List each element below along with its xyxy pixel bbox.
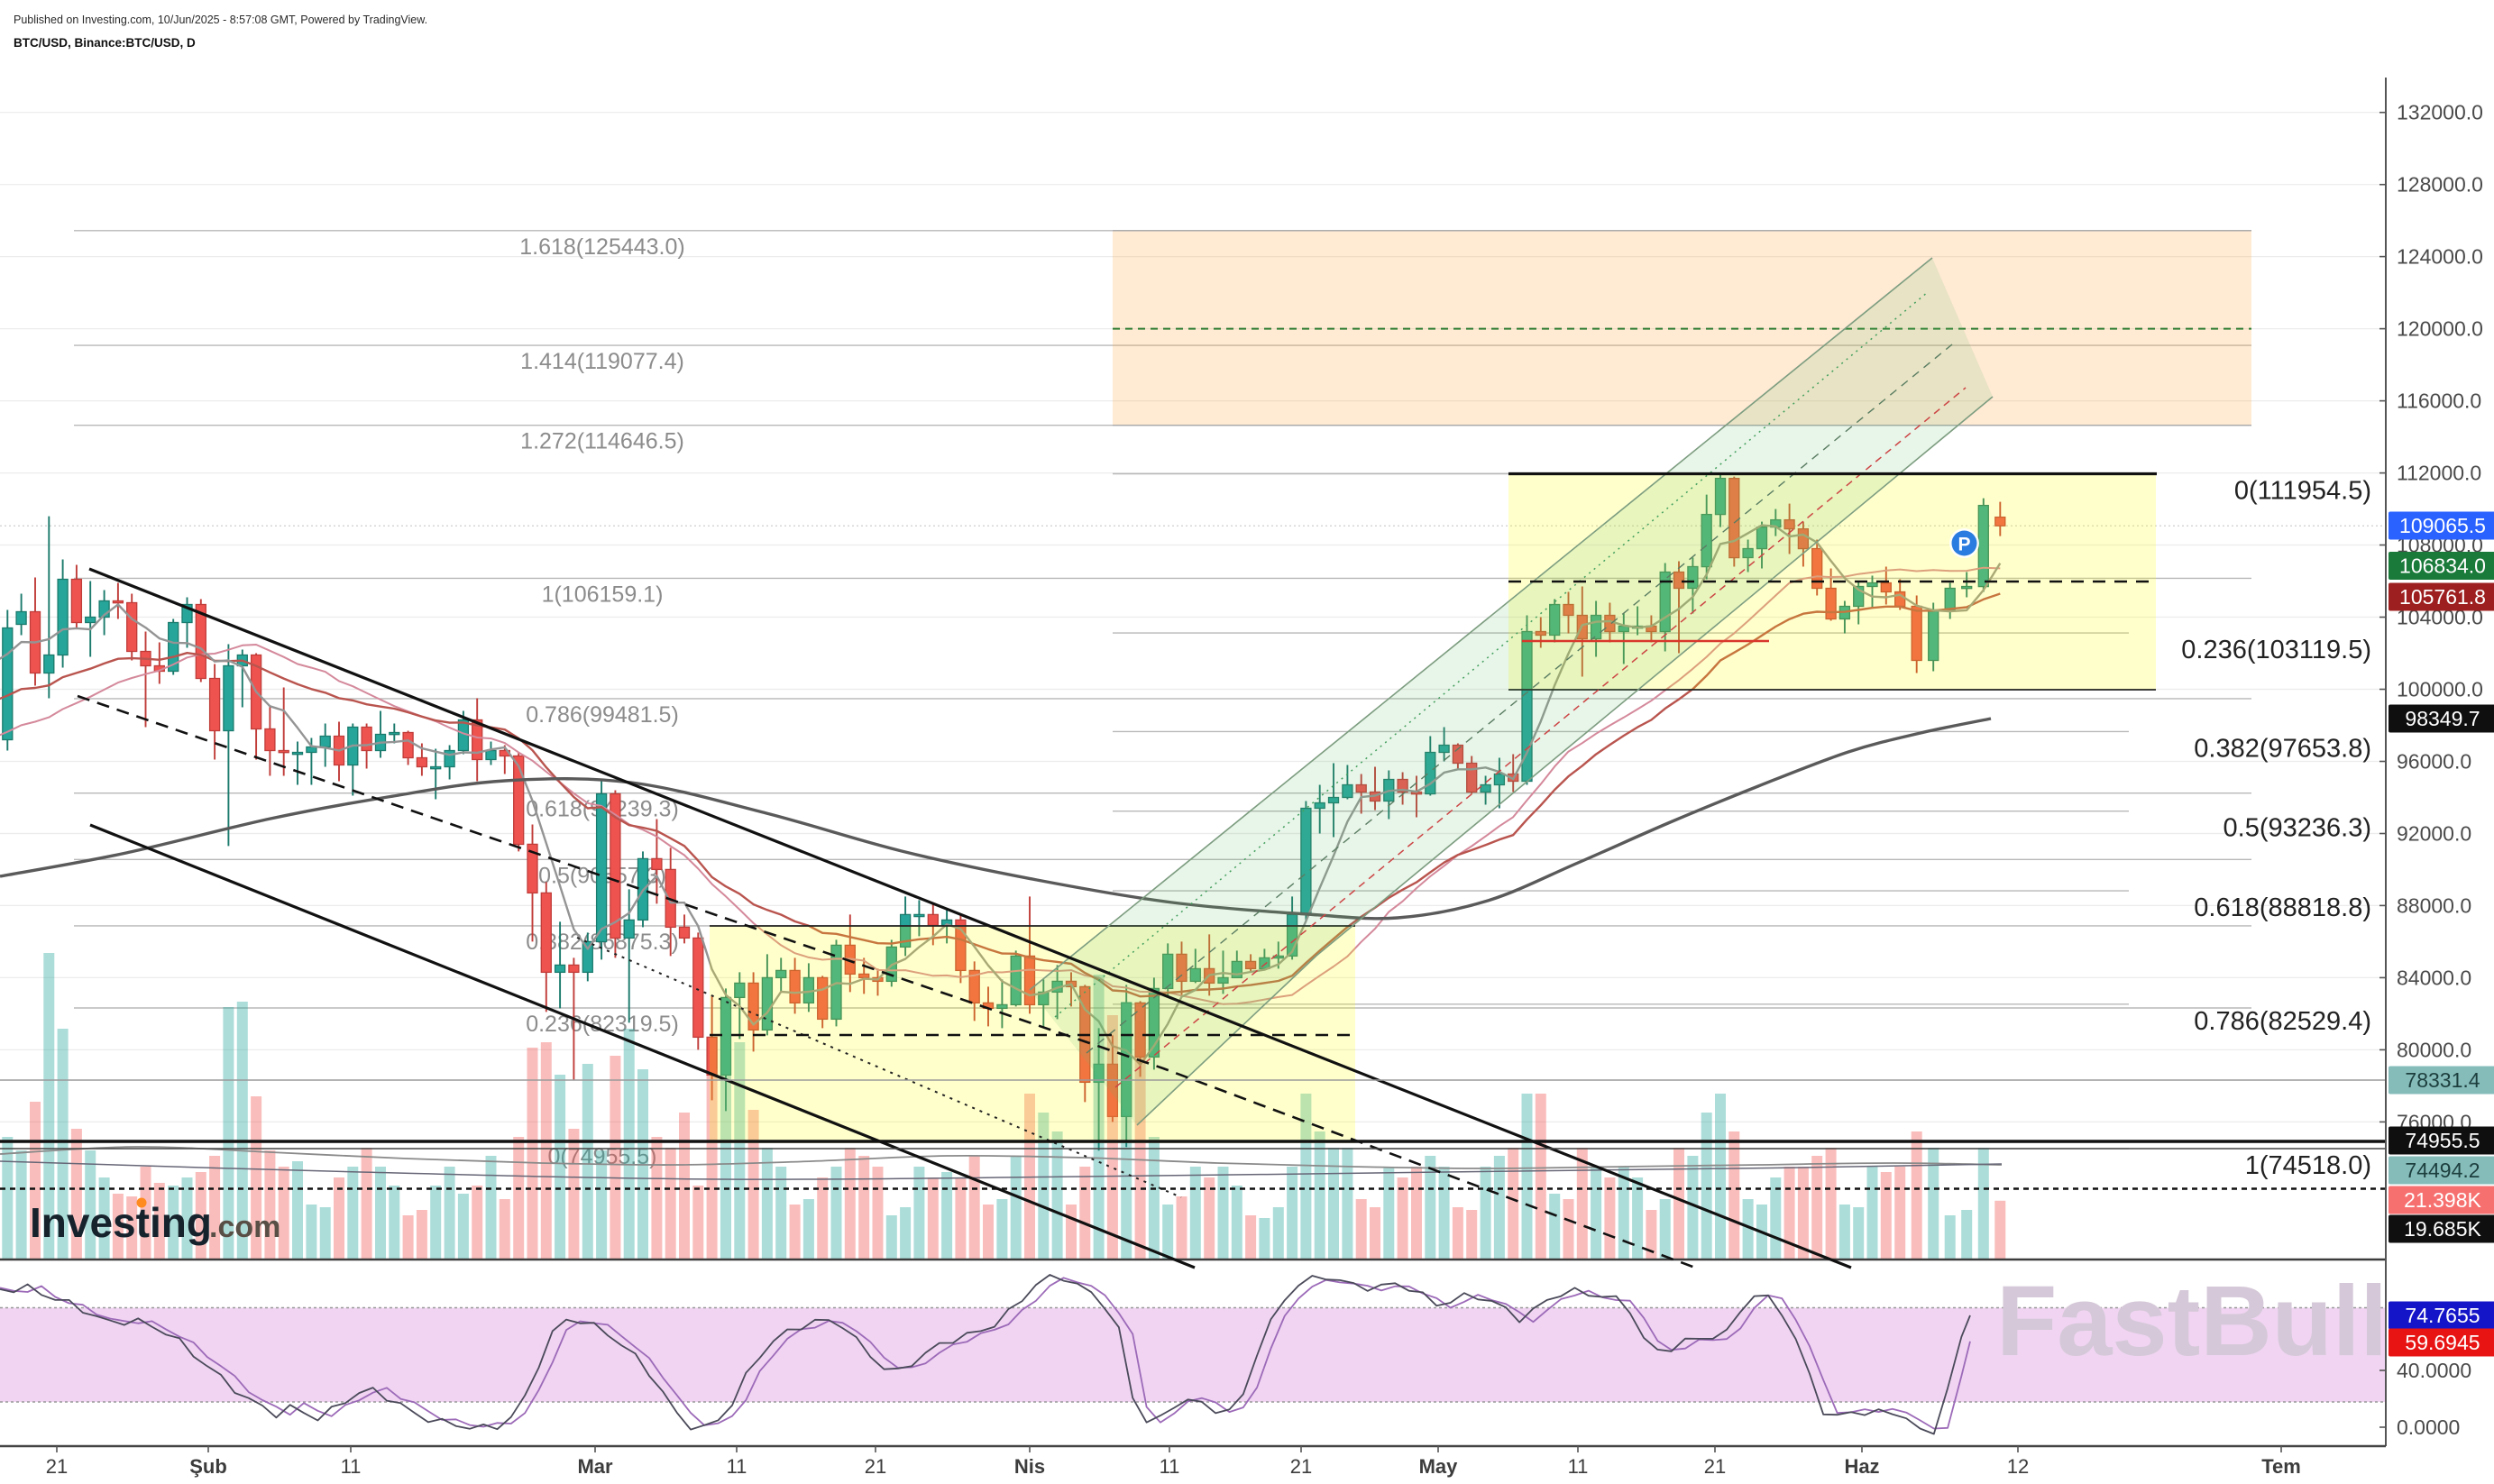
svg-text:74.7655: 74.7655 [2405,1304,2480,1327]
svg-text:40.0000: 40.0000 [2397,1359,2471,1382]
svg-text:98349.7: 98349.7 [2405,707,2480,730]
svg-text:21: 21 [865,1455,886,1478]
svg-text:P: P [1958,535,1970,555]
svg-text:124000.0: 124000.0 [2397,245,2483,269]
svg-text:0.236(103119.5): 0.236(103119.5) [2181,636,2371,664]
svg-text:128000.0: 128000.0 [2397,173,2483,197]
svg-text:21: 21 [1704,1455,1726,1478]
svg-text:11: 11 [341,1455,362,1478]
svg-text:59.6945: 59.6945 [2405,1331,2480,1354]
svg-text:11: 11 [727,1455,747,1478]
svg-text:84000.0: 84000.0 [2397,966,2471,989]
svg-text:Tem: Tem [2261,1455,2301,1478]
svg-text:80000.0: 80000.0 [2397,1038,2471,1061]
svg-text:0.0000: 0.0000 [2397,1415,2460,1439]
svg-text:112000.0: 112000.0 [2397,462,2481,485]
svg-text:0(111954.5): 0(111954.5) [2234,477,2371,506]
svg-text:74955.5: 74955.5 [2405,1129,2480,1152]
svg-text:Nis: Nis [1014,1455,1045,1478]
svg-text:0.618(88818.8): 0.618(88818.8) [2194,893,2371,922]
svg-text:May: May [1419,1455,1459,1478]
svg-text:Mar: Mar [577,1455,613,1478]
svg-text:132000.0: 132000.0 [2397,101,2483,124]
svg-text:21: 21 [46,1455,68,1478]
svg-text:109065.5: 109065.5 [2399,514,2486,537]
svg-text:100000.0: 100000.0 [2397,678,2483,701]
svg-text:19.685K: 19.685K [2404,1217,2481,1241]
svg-text:BTC/USD, Binance:BTC/USD, D: BTC/USD, Binance:BTC/USD, D [14,36,196,50]
svg-text:106834.0: 106834.0 [2399,554,2486,578]
svg-text:1.272(114646.5): 1.272(114646.5) [520,429,684,454]
svg-text:1.414(119077.4): 1.414(119077.4) [520,349,684,374]
svg-text:0.786(82529.4): 0.786(82529.4) [2194,1007,2371,1036]
svg-text:105761.8: 105761.8 [2399,585,2486,609]
svg-text:Investing: Investing [30,1199,212,1246]
svg-text:1(74518.0): 1(74518.0) [2245,1151,2371,1180]
svg-text:78331.4: 78331.4 [2405,1068,2480,1092]
svg-text:FastBull: FastBull [1996,1266,2388,1377]
svg-text:1.618(125443.0): 1.618(125443.0) [519,234,684,260]
svg-text:Haz: Haz [1844,1455,1879,1478]
svg-text:.com: .com [209,1210,280,1244]
svg-text:Published on Investing.com, 10: Published on Investing.com, 10/Jun/2025 … [14,14,427,26]
svg-text:96000.0: 96000.0 [2397,750,2471,774]
svg-text:12: 12 [2007,1455,2029,1478]
svg-text:0.382(97653.8): 0.382(97653.8) [2194,734,2371,763]
svg-text:120000.0: 120000.0 [2397,317,2483,341]
svg-text:0.786(99481.5): 0.786(99481.5) [526,702,679,728]
svg-text:0.236(82319.5): 0.236(82319.5) [526,1012,679,1037]
svg-text:21.398K: 21.398K [2404,1188,2481,1212]
svg-text:11: 11 [1568,1455,1589,1478]
svg-text:92000.0: 92000.0 [2397,822,2471,846]
svg-text:1(106159.1): 1(106159.1) [542,582,664,607]
svg-text:0.5(93236.3): 0.5(93236.3) [2224,814,2371,843]
svg-text:116000.0: 116000.0 [2397,389,2481,413]
svg-text:Şub: Şub [189,1455,227,1478]
svg-text:88000.0: 88000.0 [2397,893,2471,917]
svg-text:21: 21 [1290,1455,1312,1478]
svg-text:11: 11 [1160,1455,1180,1478]
svg-text:74494.2: 74494.2 [2405,1159,2480,1182]
